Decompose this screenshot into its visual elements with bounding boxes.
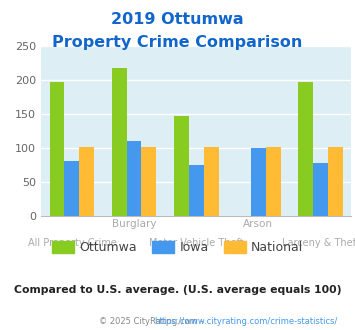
Bar <box>298 82 313 216</box>
Text: 2019 Ottumwa: 2019 Ottumwa <box>111 12 244 26</box>
Legend: Ottumwa, Iowa, National: Ottumwa, Iowa, National <box>47 236 308 259</box>
Text: All Property Crime: All Property Crime <box>28 238 116 248</box>
Bar <box>65 161 80 216</box>
Text: Burglary: Burglary <box>112 219 156 229</box>
Bar <box>174 115 189 216</box>
Text: Arson: Arson <box>243 219 273 229</box>
Text: Larceny & Theft: Larceny & Theft <box>282 238 355 248</box>
Bar <box>266 148 281 216</box>
Text: © 2025 CityRating.com -: © 2025 CityRating.com - <box>99 317 206 326</box>
Bar <box>189 165 204 216</box>
Text: Compared to U.S. average. (U.S. average equals 100): Compared to U.S. average. (U.S. average … <box>14 285 341 295</box>
Bar <box>204 148 219 216</box>
Bar <box>328 148 343 216</box>
Text: https://www.cityrating.com/crime-statistics/: https://www.cityrating.com/crime-statist… <box>154 317 338 326</box>
Bar <box>251 148 266 216</box>
Bar <box>50 82 65 216</box>
Bar <box>112 68 127 216</box>
Text: Property Crime Comparison: Property Crime Comparison <box>52 35 303 50</box>
Bar <box>142 148 157 216</box>
Bar <box>80 148 94 216</box>
Bar <box>127 141 141 216</box>
Text: Motor Vehicle Theft: Motor Vehicle Theft <box>149 238 244 248</box>
Bar <box>313 163 328 216</box>
